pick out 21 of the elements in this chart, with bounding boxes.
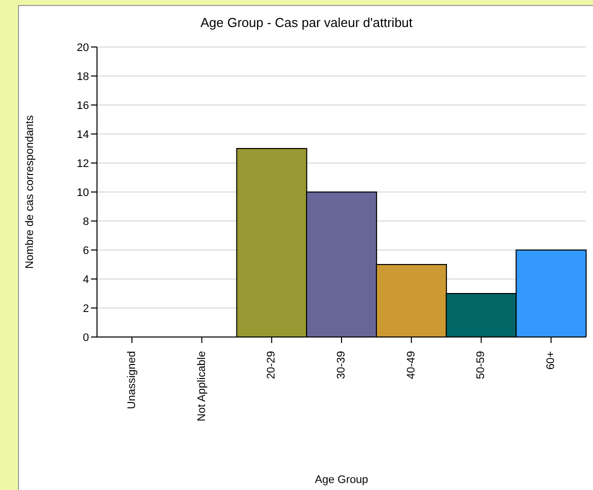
x-tick-label: Unassigned xyxy=(126,351,138,410)
y-tick-label: 10 xyxy=(76,186,89,199)
y-tick-label: 2 xyxy=(82,302,89,315)
x-tick-label: 50-59 xyxy=(475,351,488,380)
x-tick-label: Not Applicable xyxy=(196,351,208,422)
chart-title: Age Group - Cas par valeur d'attribut xyxy=(199,15,414,30)
x-tick-label: 30-39 xyxy=(336,351,348,380)
y-tick-label: 12 xyxy=(76,158,89,170)
y-tick-label: 20 xyxy=(76,42,89,54)
y-tick-label: 4 xyxy=(82,274,89,286)
x-tick-label: 40-49 xyxy=(405,351,418,380)
y-tick-label: 6 xyxy=(82,244,89,257)
y-tick-label: 18 xyxy=(76,70,89,83)
y-tick-label: 0 xyxy=(82,332,89,344)
y-axis-title: Nombre de cas correspondants xyxy=(24,114,36,269)
y-tick-label: 14 xyxy=(76,128,89,141)
x-tick-label: 20-29 xyxy=(266,351,278,380)
x-axis-title: Age Group xyxy=(314,474,368,486)
x-tick-label: 60+ xyxy=(545,351,558,370)
y-tick-label: 16 xyxy=(76,100,89,112)
y-tick-label: 8 xyxy=(82,216,89,228)
